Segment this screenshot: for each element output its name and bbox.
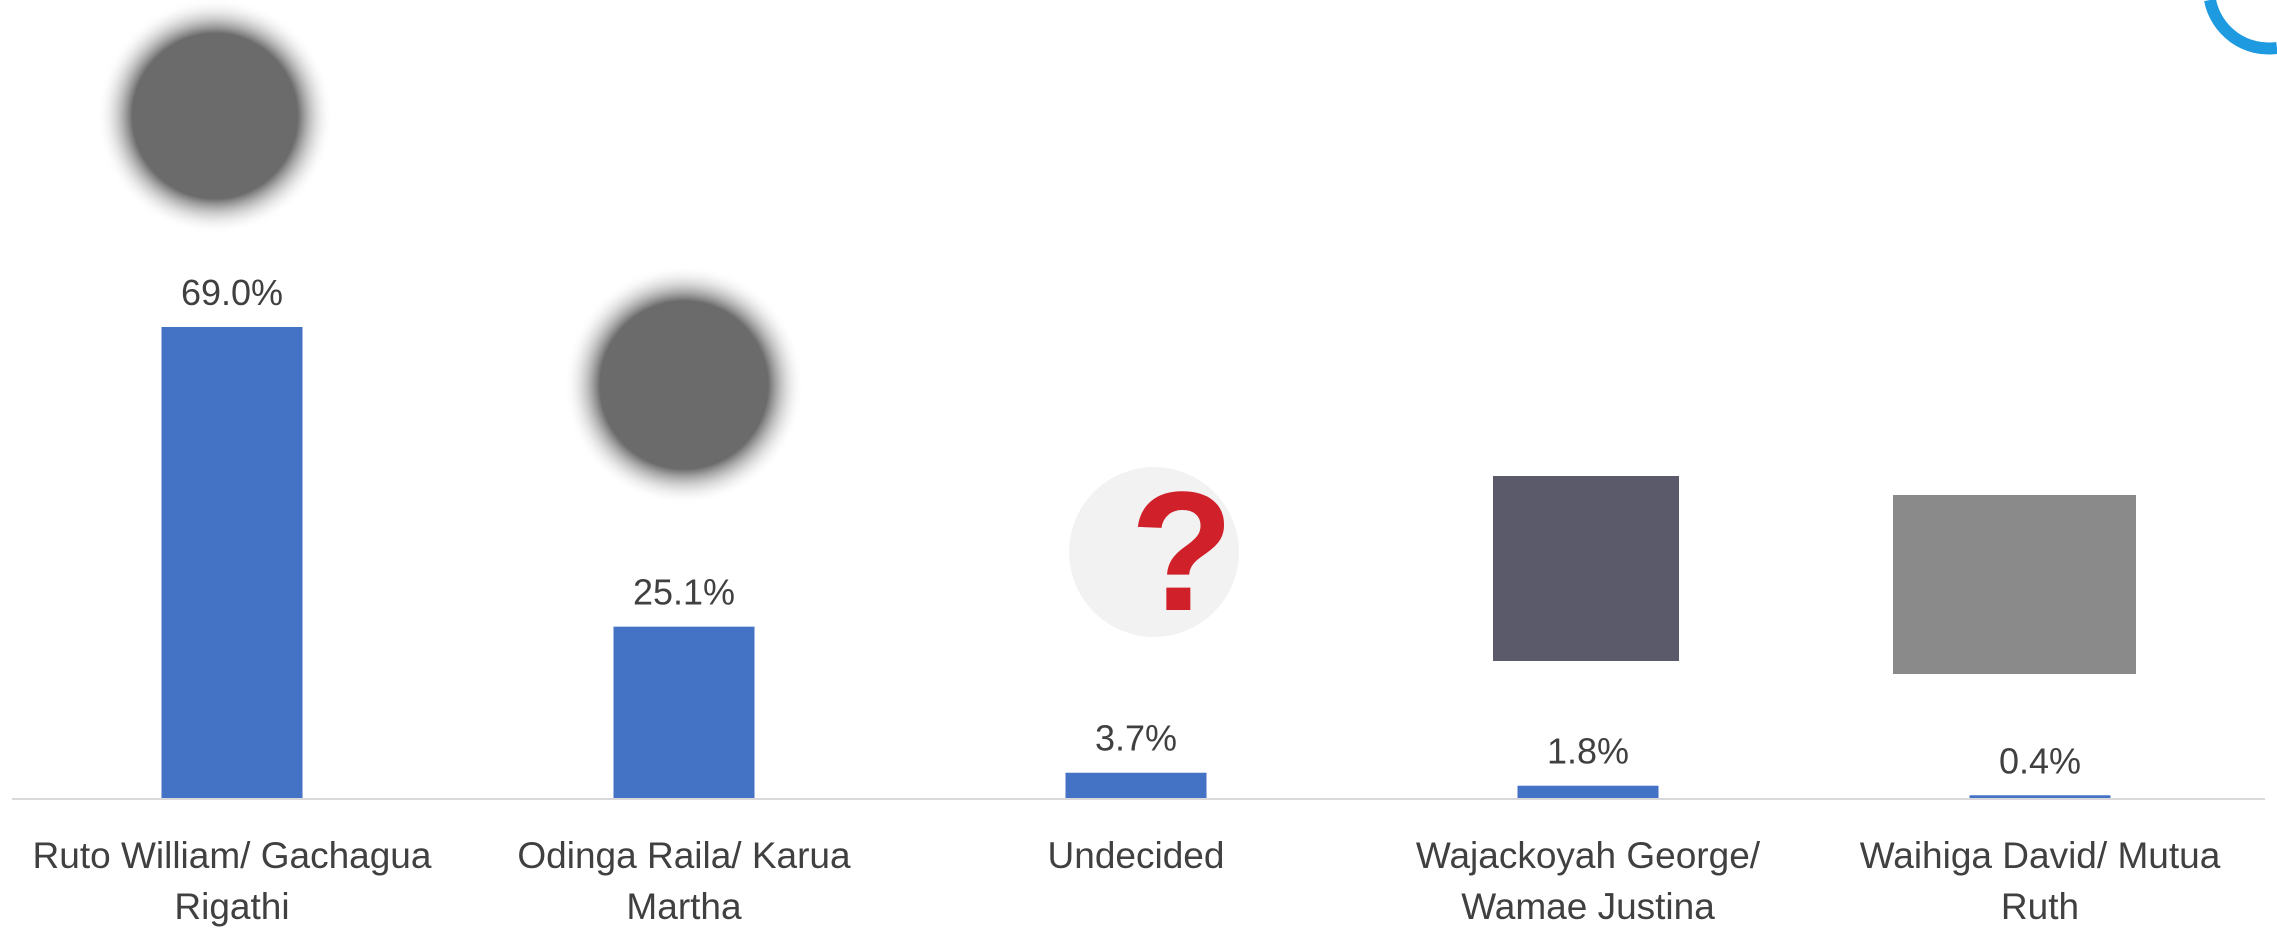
candidate-photo	[97, 0, 333, 234]
data-label: 1.8%	[1547, 731, 1629, 772]
logo	[2204, 0, 2277, 55]
candidate-photo	[1893, 495, 2136, 674]
data-label: 25.1%	[633, 572, 735, 613]
bar	[1969, 795, 2111, 798]
x-tick-label: Odinga Raila/ Karua Martha	[517, 835, 851, 927]
data-label: 0.4%	[1999, 740, 2081, 781]
data-label: 69.0%	[181, 272, 283, 313]
candidate-photo	[1493, 476, 1679, 661]
candidate-photo	[564, 265, 804, 505]
undecided-icon: ?	[1069, 457, 1239, 647]
x-tick-label: Undecided	[1047, 835, 1225, 876]
bar	[1517, 785, 1659, 798]
bar	[1065, 772, 1207, 798]
x-tick-label: Waihiga David/ Mutua Ruth	[1859, 835, 2221, 927]
x-tick-label: Ruto William/ Gachagua Rigathi	[32, 835, 432, 927]
x-tick-label: Wajackoyah George/ Wamae Justina	[1415, 835, 1761, 927]
bar	[161, 327, 303, 798]
data-label: 3.7%	[1095, 718, 1177, 759]
svg-text:?: ?	[1130, 457, 1234, 647]
bar	[613, 626, 755, 798]
